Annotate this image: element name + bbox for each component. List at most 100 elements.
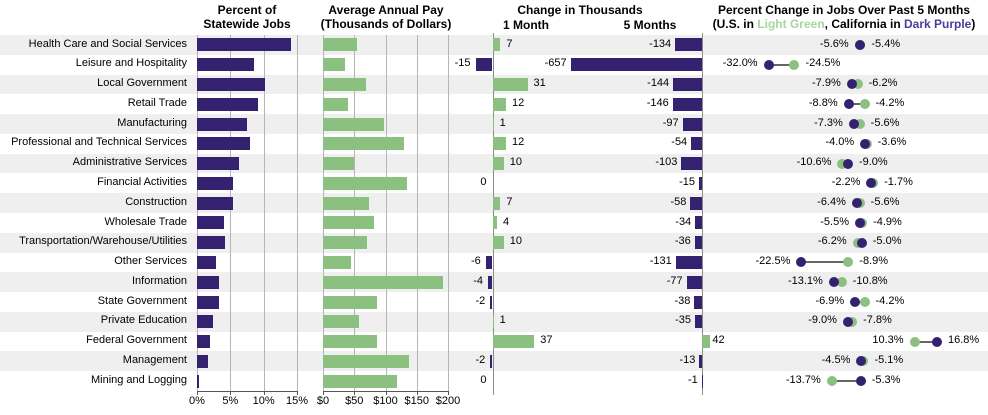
five-month-bar (570, 58, 702, 72)
pct-right-label: -5.0% (872, 235, 902, 248)
ca-dot (842, 158, 853, 169)
pay-bar (323, 295, 377, 309)
change-1month-label: 1 Month (503, 18, 549, 32)
jobs-bar (197, 216, 224, 230)
gridline (385, 35, 387, 391)
ca-dot (851, 198, 862, 209)
pct-left-label: -5.6% (819, 37, 849, 50)
pay-bar (323, 176, 408, 190)
legend-ca-dark-purple-label: Dark Purple (904, 17, 972, 31)
row-label: Retail Trade (127, 96, 187, 109)
pay-header-line1: Average Annual Pay (328, 3, 444, 17)
five-month-value: -36 (674, 235, 691, 248)
jobs-bar (197, 38, 292, 52)
one-month-value: -4 (473, 274, 483, 287)
row-label: Information (131, 274, 187, 287)
row-label: Management (122, 353, 187, 366)
legend-text-suffix: ) (971, 17, 976, 31)
one-month-bar (490, 354, 493, 368)
jobs-bar (197, 275, 219, 289)
pct-right-label: -5.4% (871, 37, 901, 50)
row-label: Other Services (114, 255, 187, 268)
one-month-bar (492, 38, 501, 52)
one-month-bar (492, 97, 507, 111)
row-label: Manufacturing (117, 116, 187, 129)
dot-connector (914, 340, 937, 343)
pct-right-label: -8.9% (859, 255, 889, 268)
pay-tick-label: $200 (435, 395, 461, 407)
one-month-value: 7 (506, 195, 513, 208)
one-month-value: -6 (470, 255, 481, 268)
ca-dot (854, 39, 865, 50)
five-month-bar (672, 97, 702, 111)
one-month-baseline (492, 33, 494, 395)
pct-left-label: -13.7% (785, 373, 821, 386)
row-label: Health Care and Social Services (28, 37, 187, 50)
pay-bar (323, 137, 405, 151)
legend-us-light-green-label: Light Green (757, 17, 825, 31)
row-stripe (0, 351, 988, 372)
one-month-value: 4 (503, 215, 510, 228)
pay-header-line2: (Thousands of Dollars) (320, 17, 452, 31)
five-month-value: -58 (670, 195, 687, 208)
one-month-value: -2 (475, 294, 486, 307)
one-month-bar (492, 216, 498, 230)
five-month-value: -35 (675, 314, 691, 327)
jobs-bar (197, 374, 199, 388)
five-month-bar (681, 157, 702, 171)
pay-bar (323, 117, 385, 131)
us-dot (843, 257, 854, 268)
pct-right-label: -3.6% (877, 136, 907, 149)
five-month-value: -144 (647, 77, 670, 90)
row-stripe (0, 272, 988, 293)
pay-bar (323, 275, 443, 289)
one-month-bar (475, 58, 493, 72)
pay-tick-label: $100 (373, 395, 398, 407)
pct-left-label: -10.6% (796, 156, 832, 169)
pct-left-label: -7.9% (811, 77, 841, 90)
row-label: Financial Activities (97, 175, 187, 188)
five-month-bar (699, 176, 702, 190)
five-month-bar (686, 275, 702, 289)
five-month-bar (695, 315, 702, 329)
jobs-bar (197, 255, 217, 269)
jobs-bar (197, 157, 240, 171)
jobs-tick-label: 10% (252, 395, 275, 407)
pct-right-label: -5.3% (871, 373, 901, 386)
one-month-value: 1 (499, 116, 506, 129)
pct-left-label: -2.2% (831, 175, 861, 188)
one-month-value: 31 (533, 77, 546, 90)
pct-right-label: -9.0% (858, 156, 888, 169)
five-month-bar (694, 236, 702, 250)
pct-right-label: -5.6% (870, 116, 900, 129)
pay-bar (323, 354, 409, 368)
pct-right-label: -4.2% (875, 96, 905, 109)
five-month-value: -657 (544, 57, 567, 70)
jobs-axis-tick (197, 391, 198, 395)
us-dot (854, 119, 865, 129)
pay-tick-label: $50 (345, 395, 364, 407)
five-month-value: -13 (679, 353, 696, 366)
pct-right-label: -4.2% (875, 294, 905, 307)
pay-bar (323, 77, 366, 91)
gridline (263, 35, 265, 391)
row-label: Wholesale Trade (104, 215, 187, 228)
us-dot (826, 376, 837, 387)
us-dot (789, 59, 800, 70)
dot-connector (801, 261, 849, 264)
row-label: Private Education (100, 314, 187, 327)
jobs-bar (197, 77, 266, 91)
five-month-bar (699, 354, 702, 368)
ca-dot (855, 376, 866, 387)
us-dot (909, 336, 920, 347)
one-month-bar (492, 77, 528, 91)
pct-left-label: -9.0% (808, 314, 837, 327)
ca-dot (842, 316, 853, 327)
pct-left-label: -4.5% (821, 353, 851, 366)
five-month-value: -131 (649, 255, 672, 268)
one-month-bar (492, 196, 501, 210)
pct-left-label: -6.2% (817, 235, 847, 248)
five-month-value: 42 (712, 334, 725, 347)
pay-axis-tick (385, 391, 387, 395)
one-month-value: 12 (512, 96, 525, 109)
